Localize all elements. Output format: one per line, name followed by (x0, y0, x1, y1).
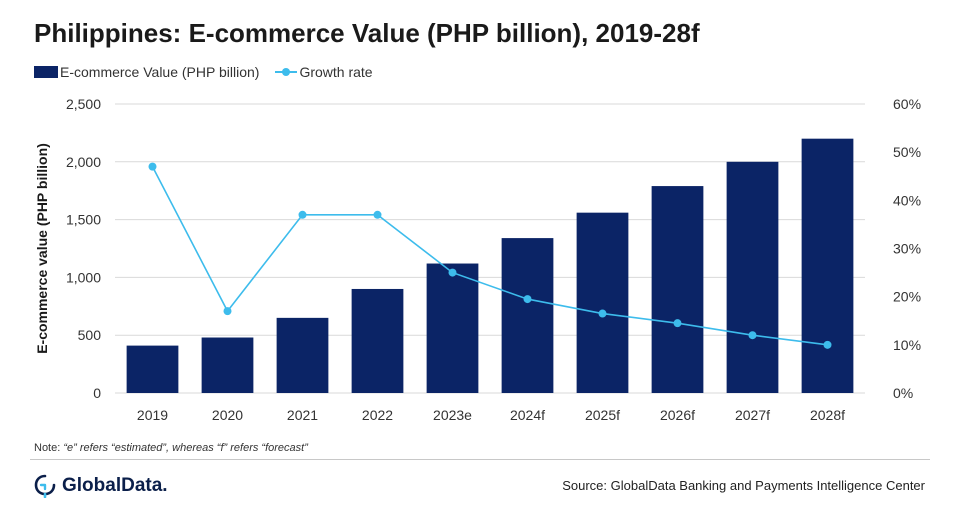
brand-logo: GlobalData. (34, 474, 168, 498)
y-tick-label: 2,000 (66, 154, 101, 170)
y-tick-label: 2,500 (66, 96, 101, 112)
x-tick-label: 2023e (433, 407, 472, 423)
growth-point (448, 268, 457, 277)
growth-point (823, 340, 832, 349)
x-tick-label: 2022 (362, 407, 393, 423)
bar (351, 288, 404, 393)
legend-bar-label: E-commerce Value (PHP billion) (60, 64, 260, 80)
x-tick-label: 2027f (735, 407, 770, 423)
growth-point (523, 295, 532, 304)
bar (501, 238, 554, 393)
legend-line-label: Growth rate (299, 64, 373, 80)
y-tick-label: 1,500 (66, 212, 101, 228)
y2-tick-label: 30% (893, 241, 921, 257)
y-axis-label: E-commerce value (PHP billion) (34, 143, 50, 354)
growth-point (298, 210, 307, 219)
brand-name: GlobalData. (62, 475, 168, 496)
globaldata-logo-icon (34, 474, 56, 498)
note-text: “e” refers “estimated”, whereas “f” refe… (63, 442, 308, 454)
y2-tick-label: 10% (893, 337, 921, 353)
y-tick-label: 1,000 (66, 269, 101, 285)
y2-tick-label: 0% (893, 385, 913, 401)
x-tick-label: 2019 (137, 407, 168, 423)
chart-note: Note: “e” refers “estimated”, whereas “f… (34, 442, 308, 454)
y2-tick-label: 20% (893, 289, 921, 305)
legend-line-swatch (275, 66, 298, 78)
y-tick-label: 0 (93, 385, 101, 401)
bar (201, 337, 254, 393)
growth-point (148, 162, 157, 171)
bar (801, 138, 854, 393)
chart-title: Philippines: E-commerce Value (PHP billi… (34, 18, 700, 48)
growth-point (223, 307, 232, 316)
legend-bar-swatch (34, 66, 58, 78)
growth-point (748, 331, 757, 340)
y-tick-label: 500 (78, 327, 102, 343)
x-tick-label: 2025f (585, 407, 620, 423)
growth-point (673, 319, 682, 328)
chart-legend: E-commerce Value (PHP billion) Growth ra… (34, 64, 389, 80)
x-tick-label: 2020 (212, 407, 243, 423)
legend-item-value: E-commerce Value (PHP billion) (34, 64, 259, 80)
bar (276, 317, 329, 393)
source-text: Source: GlobalData Banking and Payments … (562, 478, 925, 493)
y2-tick-label: 60% (893, 96, 921, 112)
x-tick-label: 2021 (287, 407, 318, 423)
x-tick-label: 2026f (660, 407, 695, 423)
bar (651, 186, 704, 393)
bar (426, 263, 479, 393)
growth-line (151, 166, 828, 346)
growth-point (373, 210, 382, 219)
legend-item-growth: Growth rate (275, 64, 373, 80)
y2-tick-label: 40% (893, 192, 921, 208)
note-prefix: Note: (34, 442, 64, 454)
bar (576, 212, 629, 393)
x-tick-label: 2028f (810, 407, 845, 423)
footer-divider (30, 459, 930, 460)
x-tick-label: 2024f (510, 407, 545, 423)
bar (126, 345, 179, 393)
y2-tick-label: 50% (893, 144, 921, 160)
growth-point (598, 309, 607, 318)
bar (726, 161, 779, 393)
